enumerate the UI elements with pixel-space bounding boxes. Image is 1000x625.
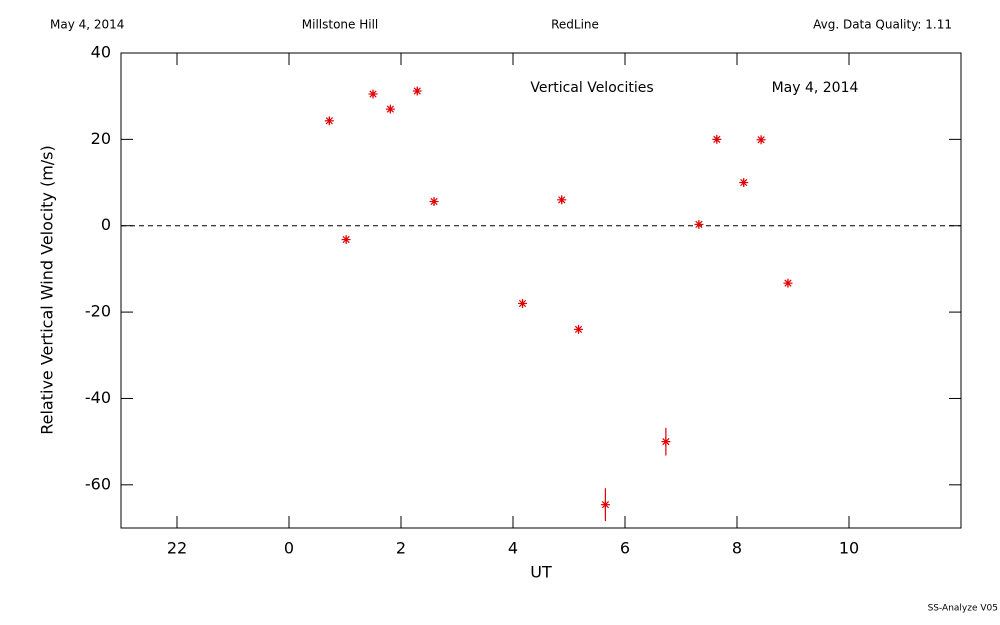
marker-stroke [784,279,792,287]
header-line: RedLine [551,18,599,32]
marker-stroke [695,220,703,229]
data-point [712,134,722,144]
header-date: May 4, 2014 [50,18,124,32]
y-tick-label: 0 [101,215,111,234]
data-point [557,195,567,205]
marker-stroke [757,136,765,144]
marker-stroke [430,197,438,206]
marker-stroke [574,325,583,333]
data-point [739,178,749,188]
data-point [429,197,439,207]
header-site: Millstone Hill [302,18,378,32]
marker-stroke [342,235,350,244]
marker-stroke [601,501,610,509]
y-tick-label: -20 [85,302,111,321]
data-point [324,116,334,126]
y-axis-label: Relative Vertical Wind Velocity (m/s) [38,145,57,435]
marker-stroke [740,178,748,187]
marker-stroke [713,135,721,143]
data-point [518,298,528,308]
marker-stroke [518,299,527,308]
header-quality: Avg. Data Quality: 1.11 [813,18,952,32]
x-tick-label: 4 [508,539,518,558]
x-tick-label: 22 [167,539,187,558]
marker-stroke [386,105,394,113]
marker-stroke [413,87,421,95]
data-point [385,104,395,114]
annotation: May 4, 2014 [772,80,859,96]
data-point [661,437,671,447]
y-tick-label: -60 [85,474,111,493]
data-point [574,324,584,334]
marker-stroke [325,117,333,125]
data-point [694,219,704,229]
data-point [368,89,378,99]
x-tick-label: 0 [284,539,294,558]
plot-frame [120,52,962,529]
marker-stroke [369,90,377,98]
x-tick-label: 6 [620,539,630,558]
annotation: Vertical Velocities [530,80,653,96]
data-point [600,500,610,510]
y-tick-label: 20 [91,129,111,148]
data-point [341,235,351,245]
x-tick-label: 2 [396,539,406,558]
x-axis-label: UT [530,563,552,582]
data-point [783,278,793,288]
y-tick-label: 40 [91,43,111,62]
data-point [756,135,766,145]
y-tick-label: -40 [85,388,111,407]
x-tick-label: 10 [839,539,859,558]
x-tick-label: 8 [732,539,742,558]
footer: SS-Analyze V05 [928,604,998,614]
marker-stroke [662,438,670,446]
data-point [412,86,422,96]
marker-stroke [558,196,566,204]
